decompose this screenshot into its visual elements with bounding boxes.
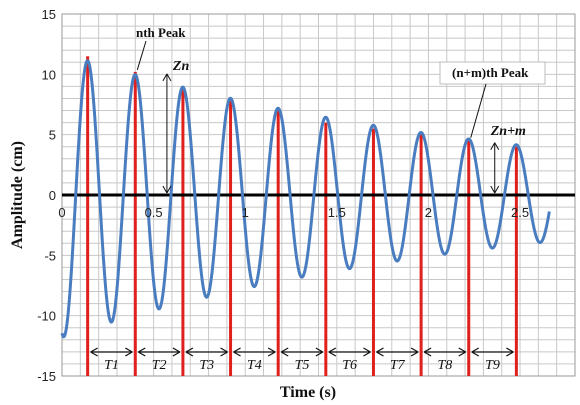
period-arrow-head	[233, 347, 241, 357]
zn-arrow-head-top	[162, 73, 172, 82]
period-arrow-head	[363, 347, 371, 357]
x-tick-label: 1	[242, 205, 249, 220]
x-tick-label: 0.5	[145, 205, 163, 220]
x-tick-labels: 0 0.5 1 1.5 2 2.5	[58, 205, 529, 220]
series-curve	[60, 59, 551, 339]
period-arrow-head	[410, 347, 419, 357]
y-tick-label: 5	[49, 128, 56, 143]
period-arrow-head	[315, 347, 324, 357]
x-tick-label: 0	[58, 205, 65, 220]
nth-peak-label: nth Peak	[136, 25, 186, 40]
nm-peak-pointer	[470, 83, 487, 138]
peak-marker-lines	[86, 56, 518, 376]
znm-arrow-head-bottom	[490, 185, 500, 194]
period-label: T8	[438, 358, 453, 373]
y-tick-labels: -15 -10 -5 0 5 10 15	[37, 7, 56, 384]
period-arrow-head	[220, 347, 228, 357]
nm-peak-label: (n+m)th Peak	[452, 65, 529, 80]
period-label: T7	[390, 358, 406, 373]
y-tick-label: 10	[42, 67, 56, 82]
x-tick-label: 2	[425, 205, 432, 220]
annotations: nth Peak Zn (n+m)th Peak Zn+m	[136, 25, 546, 194]
period-arrow-head	[280, 347, 289, 357]
period-label: T2	[152, 358, 167, 373]
period-brackets: T1 T2 T3 T4 T5 T6 T7 T8 T9	[90, 347, 514, 373]
period-arrow-head	[376, 347, 384, 357]
nth-peak-pointer	[136, 40, 147, 71]
zn-label: Zn	[172, 59, 190, 74]
period-label: T3	[199, 358, 214, 373]
y-axis-title: Amplitude (cm)	[9, 141, 26, 249]
period-label: T9	[485, 358, 500, 373]
period-arrow-head	[90, 347, 98, 357]
y-tick-label: -15	[37, 369, 56, 384]
period-arrow-head	[458, 347, 467, 357]
period-label: T6	[342, 358, 357, 373]
period-arrow-head	[423, 347, 432, 357]
x-tick-label: 1.5	[328, 205, 346, 220]
series-line	[60, 59, 551, 339]
period-arrow-head	[267, 347, 276, 357]
period-arrow-head	[172, 347, 181, 357]
nm-peak-label-box	[439, 61, 546, 85]
y-tick-label: 0	[49, 188, 56, 203]
zn-arrow-head-bottom	[162, 185, 172, 194]
y-tick-label: -5	[44, 248, 56, 263]
period-arrow-head	[185, 347, 194, 357]
period-arrow-head	[137, 347, 146, 357]
period-arrow-head	[506, 347, 514, 357]
period-arrow-head	[124, 347, 133, 357]
period-label: T1	[104, 358, 119, 373]
period-arrow-head	[471, 347, 480, 357]
y-tick-label: 15	[42, 7, 56, 22]
x-tick-label: 2.5	[511, 205, 529, 220]
period-arrow-head	[328, 347, 337, 357]
znm-label: Zn+m	[490, 124, 526, 139]
y-tick-label: -10	[37, 309, 56, 324]
x-axis-title: Time (s)	[280, 384, 336, 401]
period-label: T4	[247, 358, 262, 373]
znm-arrow-head-top	[490, 142, 500, 150]
period-label: T5	[295, 358, 310, 373]
